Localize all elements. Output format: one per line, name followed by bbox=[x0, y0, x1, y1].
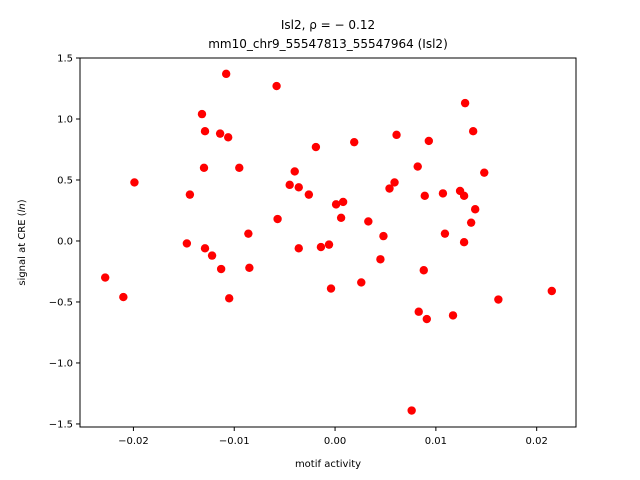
data-point-27 bbox=[324, 240, 334, 249]
data-point-53 bbox=[460, 98, 470, 108]
y-tick-label: 1.0 bbox=[57, 114, 73, 125]
y-tick-label: −1.5 bbox=[49, 419, 73, 430]
data-points bbox=[101, 69, 556, 415]
data-point-35 bbox=[376, 255, 385, 264]
data-point-8 bbox=[200, 244, 210, 253]
data-point-52 bbox=[459, 191, 469, 201]
data-point-26 bbox=[316, 242, 326, 252]
data-point-21 bbox=[290, 167, 299, 176]
chart-title-line2: mm10_chr9_55547813_55547964 (Isl2) bbox=[208, 37, 448, 51]
data-point-7 bbox=[200, 126, 210, 136]
x-tick-label: −0.02 bbox=[118, 436, 149, 447]
data-point-12 bbox=[221, 69, 231, 79]
data-point-11 bbox=[216, 264, 226, 274]
data-point-18 bbox=[272, 81, 281, 91]
data-point-58 bbox=[494, 295, 503, 304]
data-point-31 bbox=[338, 197, 348, 207]
data-point-45 bbox=[422, 314, 431, 324]
x-tick-label: 0.00 bbox=[324, 436, 346, 447]
x-tick-label: 0.01 bbox=[425, 436, 447, 447]
data-point-36 bbox=[379, 231, 388, 241]
y-axis-label: signal at CRE (ln) bbox=[17, 199, 28, 285]
y-tick-label: −1.0 bbox=[49, 358, 73, 369]
x-axis-ticks: −0.02 −0.01 0.00 0.01 0.02 bbox=[118, 427, 548, 447]
data-point-44 bbox=[420, 191, 429, 201]
data-point-24 bbox=[304, 190, 314, 199]
data-point-55 bbox=[468, 126, 478, 136]
data-point-37 bbox=[385, 184, 394, 193]
data-point-4 bbox=[185, 190, 195, 199]
data-point-14 bbox=[225, 294, 234, 303]
data-point-48 bbox=[440, 229, 450, 238]
data-point-59 bbox=[547, 286, 556, 296]
data-point-13 bbox=[224, 133, 233, 142]
data-point-38 bbox=[390, 178, 399, 187]
data-point-39 bbox=[392, 130, 401, 140]
y-axis-label-italic: ln bbox=[17, 203, 28, 212]
data-point-41 bbox=[413, 162, 422, 171]
y-axis-label-text: signal at CRE ( bbox=[17, 212, 28, 285]
data-point-2 bbox=[130, 178, 139, 187]
data-point-19 bbox=[273, 214, 282, 224]
data-point-20 bbox=[285, 180, 294, 190]
y-axis-label-suffix: ) bbox=[17, 199, 28, 203]
chart-title-line1: Isl2, ρ = − 0.12 bbox=[281, 18, 375, 32]
data-point-54 bbox=[466, 218, 476, 227]
data-point-34 bbox=[364, 217, 373, 226]
data-point-9 bbox=[207, 251, 217, 260]
data-point-1 bbox=[119, 292, 128, 302]
data-point-0 bbox=[101, 273, 110, 282]
plot-frame bbox=[79, 57, 577, 428]
data-point-43 bbox=[419, 266, 428, 275]
data-point-51 bbox=[459, 238, 469, 247]
x-tick-label: 0.02 bbox=[526, 436, 548, 447]
data-point-17 bbox=[245, 263, 254, 273]
data-point-29 bbox=[331, 200, 341, 209]
data-point-16 bbox=[244, 229, 253, 238]
y-tick-label: −0.5 bbox=[49, 297, 73, 308]
data-point-25 bbox=[311, 142, 321, 152]
data-point-42 bbox=[414, 307, 423, 316]
y-tick-label: 1.5 bbox=[57, 54, 73, 65]
y-tick-label: 0.5 bbox=[57, 175, 73, 186]
data-point-56 bbox=[470, 205, 480, 214]
data-point-23 bbox=[294, 244, 303, 253]
x-axis-label: motif activity bbox=[295, 459, 361, 470]
data-point-10 bbox=[215, 129, 225, 138]
data-point-5 bbox=[197, 109, 207, 119]
data-point-3 bbox=[182, 239, 192, 248]
data-point-40 bbox=[407, 406, 416, 415]
y-axis-ticks: −1.5 −1.0 −0.5 0.0 0.5 1.0 1.5 bbox=[49, 54, 80, 430]
data-point-6 bbox=[199, 163, 209, 172]
data-point-33 bbox=[357, 278, 366, 287]
data-point-49 bbox=[448, 311, 458, 320]
y-tick-label: 0.0 bbox=[57, 236, 73, 247]
data-point-28 bbox=[326, 284, 336, 293]
data-point-47 bbox=[438, 189, 448, 198]
data-point-15 bbox=[235, 163, 244, 172]
data-point-57 bbox=[480, 168, 489, 177]
x-tick-label: −0.01 bbox=[219, 436, 250, 447]
data-point-32 bbox=[350, 137, 359, 147]
data-point-30 bbox=[336, 213, 346, 222]
data-point-22 bbox=[294, 183, 303, 192]
data-point-46 bbox=[424, 136, 434, 146]
